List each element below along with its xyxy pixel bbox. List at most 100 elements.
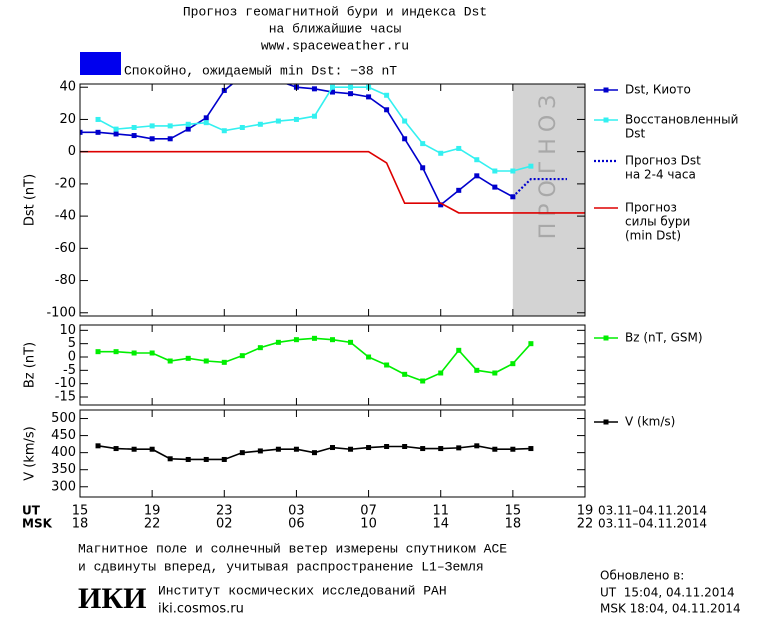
data-point <box>474 157 480 163</box>
data-point <box>528 163 534 169</box>
data-point <box>348 446 354 452</box>
x-tick-label: 23 <box>216 504 233 519</box>
x-tick-label: 18 <box>72 517 89 532</box>
y-tick-label: 300 <box>51 479 76 494</box>
data-point <box>348 339 354 345</box>
x-tick-label: 15 <box>72 504 89 519</box>
data-point <box>185 456 191 462</box>
data-point <box>420 378 426 384</box>
data-point <box>384 362 390 368</box>
data-point <box>95 129 101 135</box>
data-point <box>167 123 173 129</box>
data-point <box>438 446 444 452</box>
title-line: на ближайшие часы <box>269 21 402 36</box>
data-point <box>276 78 281 83</box>
y-tick-label: 400 <box>51 445 76 460</box>
x-tick-label: 19 <box>577 504 594 519</box>
data-point <box>438 202 444 208</box>
legend-label: Восстановленный <box>625 113 738 127</box>
y-tick-label: -10 <box>55 376 76 391</box>
legend-label: Bz (nT, GSM) <box>625 331 703 345</box>
data-point <box>311 335 317 341</box>
plot-area: ПРОГНОЗ <box>80 78 585 316</box>
data-point <box>420 446 426 452</box>
plot-frame <box>79 324 586 406</box>
y-tick-label: -80 <box>55 273 76 288</box>
legend-label: V (km/s) <box>625 415 675 429</box>
data-point <box>438 370 444 376</box>
x-tick-label: 07 <box>360 504 377 519</box>
data-point <box>456 145 462 151</box>
x-tick-label: 06 <box>288 517 305 532</box>
data-point <box>438 150 444 156</box>
plot-area <box>95 443 534 462</box>
site: iki.cosmos.ru <box>158 602 244 617</box>
updated-msk: MSK 18:04, 04.11.2014 <box>600 602 741 616</box>
data-point <box>420 141 426 147</box>
y-axis-label: Bz (nT) <box>23 342 38 388</box>
series-line <box>80 84 514 207</box>
updated-ut: UT 15:04, 04.11.2014 <box>600 586 735 600</box>
data-point <box>203 456 209 462</box>
x-tick-label: 14 <box>432 517 449 532</box>
data-point <box>528 446 534 452</box>
y-tick-label: 40 <box>59 80 76 95</box>
data-point <box>131 350 137 356</box>
data-point <box>221 128 227 134</box>
date-range: 03.11–04.11.2014 <box>598 517 707 531</box>
legend-label: на 2-4 часа <box>625 168 696 182</box>
data-point <box>185 355 191 361</box>
data-point <box>402 118 408 124</box>
legend-marker <box>603 419 609 425</box>
data-point <box>402 371 408 377</box>
data-point <box>456 187 462 193</box>
x-tick-label: 18 <box>505 517 522 532</box>
x-tick-label: 10 <box>360 517 377 532</box>
data-point <box>330 89 335 95</box>
data-point <box>510 361 516 367</box>
legend-label: Прогноз Dst <box>625 154 701 168</box>
series-line <box>98 337 532 382</box>
series-line <box>512 177 567 198</box>
y-tick-label: -100 <box>46 305 76 320</box>
data-point <box>239 450 245 456</box>
institute: Институт космических исследований РАН <box>158 583 447 598</box>
plot-frame <box>79 83 586 317</box>
data-point <box>257 448 263 454</box>
x-tick-label: 02 <box>216 517 233 532</box>
data-point <box>366 354 372 360</box>
y-tick-label: 0 <box>68 350 76 365</box>
data-point <box>185 121 191 127</box>
data-point <box>113 126 119 132</box>
data-point <box>203 358 209 364</box>
data-point <box>95 116 101 122</box>
data-point <box>384 444 390 450</box>
y-tick-label: 20 <box>59 112 76 127</box>
data-point <box>293 116 299 122</box>
y-axis-label: Dst (nT) <box>23 174 38 226</box>
data-point <box>203 115 209 121</box>
y-tick-label: -15 <box>55 390 76 405</box>
data-point <box>239 125 245 130</box>
data-point <box>221 359 227 365</box>
legend-label: силы бури <box>625 215 690 229</box>
y-axis-label: V (km/s) <box>23 426 38 481</box>
title-line: Прогноз геомагнитной бури и индекса Dst <box>183 4 487 19</box>
legend-label: Прогноз <box>625 201 677 215</box>
data-point <box>149 446 155 452</box>
ut-label: UT <box>22 504 41 518</box>
data-point <box>366 94 372 100</box>
data-point <box>113 349 119 355</box>
plot-frame <box>79 409 586 498</box>
y-tick-label: 10 <box>59 323 76 338</box>
data-point <box>149 136 155 142</box>
data-point <box>257 345 263 351</box>
data-point <box>402 136 408 142</box>
x-tick-label: 15 <box>505 504 522 519</box>
data-point <box>149 123 155 129</box>
y-tick-label: -5 <box>63 363 76 378</box>
y-tick-label: -40 <box>55 209 76 224</box>
data-point <box>131 125 137 130</box>
legend-marker <box>603 117 609 123</box>
